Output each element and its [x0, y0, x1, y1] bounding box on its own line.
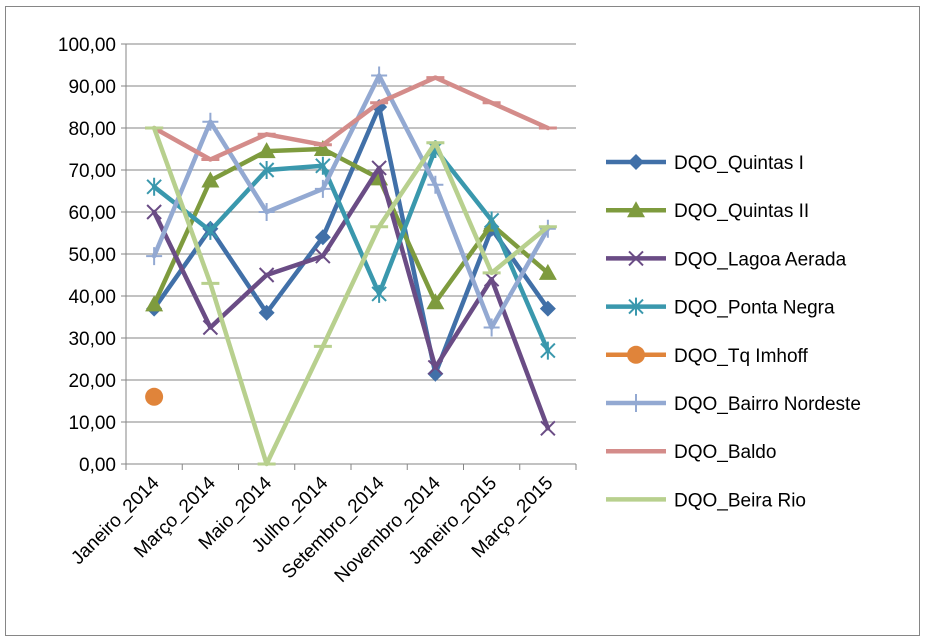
- x-tick-label: Setembro_2014: [278, 472, 389, 583]
- y-tick-label: 90,00: [68, 77, 116, 98]
- series-7: [145, 75, 557, 162]
- data-point: [315, 248, 331, 264]
- series-area: [145, 66, 557, 467]
- data-point: [540, 420, 556, 437]
- data-point: [627, 345, 645, 364]
- legend-label: DQO_Tq Imhoff: [674, 346, 808, 367]
- data-point: [202, 221, 219, 240]
- series-5: [145, 387, 164, 406]
- legend-entry: DQO_Beira Rio: [606, 490, 806, 511]
- series-line: [151, 104, 551, 376]
- series-line: [151, 125, 551, 467]
- legend-entry: DQO_Quintas I: [606, 153, 804, 174]
- data-point: [628, 250, 644, 267]
- legend-entry: DQO_Bairro Nordeste: [606, 394, 861, 415]
- data-point: [427, 365, 444, 382]
- series-4: [146, 140, 556, 360]
- data-point: [371, 160, 387, 176]
- data-point: [258, 161, 275, 179]
- data-point: [146, 247, 163, 266]
- series-8: [145, 125, 557, 467]
- data-point: [201, 171, 220, 188]
- data-point: [315, 156, 331, 175]
- data-point: [146, 204, 162, 220]
- legend-entry: DQO_Quintas II: [606, 201, 809, 222]
- y-tick-label: 40,00: [68, 287, 116, 308]
- data-point: [538, 263, 557, 280]
- data-point: [427, 175, 444, 194]
- legend-entry: DQO_Baldo: [606, 442, 776, 463]
- legend: DQO_Quintas I DQO_Quintas II DQO_Lagoa Aer…: [606, 153, 861, 511]
- data-point: [483, 318, 500, 337]
- legend-label: DQO_Quintas II: [674, 201, 809, 222]
- series-line: [151, 146, 551, 353]
- data-point: [628, 394, 644, 412]
- data-point: [145, 387, 164, 406]
- y-tick-label: 20,00: [68, 371, 116, 392]
- data-point: [202, 112, 219, 131]
- data-point: [145, 295, 164, 312]
- legend-label: DQO_Ponta Negra: [674, 298, 835, 319]
- legend-label: DQO_Quintas I: [674, 153, 804, 174]
- y-tick-label: 10,00: [68, 413, 116, 434]
- y-tick-label: 30,00: [68, 329, 116, 350]
- legend-label: DQO_Beira Rio: [674, 490, 806, 511]
- y-tick-label: 60,00: [68, 203, 116, 224]
- data-point: [313, 140, 332, 156]
- data-point: [257, 142, 276, 159]
- data-point: [371, 66, 388, 85]
- series-line: [151, 146, 551, 307]
- series-line: [151, 75, 551, 162]
- legend-label: DQO_Lagoa Aerada: [674, 249, 847, 270]
- data-point: [258, 267, 275, 283]
- data-point: [627, 201, 645, 218]
- y-tick-label: 70,00: [68, 161, 116, 182]
- legend-entry: DQO_Ponta Negra: [606, 297, 835, 319]
- series-1: [146, 99, 556, 382]
- data-point: [258, 304, 275, 321]
- data-point: [202, 319, 219, 336]
- data-point: [628, 297, 644, 316]
- data-point: [483, 211, 500, 230]
- y-tick-label: 80,00: [68, 119, 116, 140]
- y-tick-label: 0,00: [79, 455, 116, 476]
- data-point: [427, 359, 444, 376]
- series-3: [146, 160, 556, 437]
- data-point: [371, 284, 387, 303]
- data-point: [426, 293, 445, 310]
- data-point: [314, 229, 331, 246]
- legend-label: DQO_Bairro Nordeste: [674, 394, 861, 415]
- legend-entry: DQO_Lagoa Aerada: [606, 249, 847, 270]
- data-point: [483, 271, 500, 287]
- data-point: [539, 300, 556, 317]
- data-point: [258, 203, 275, 221]
- chart-frame: 0,00 10,00 20,00 30,00 40,00 50,00 60,00 70,00 8…: [5, 6, 920, 636]
- data-point: [314, 179, 331, 198]
- y-tick-label: 100,00: [58, 35, 116, 56]
- data-point: [628, 154, 644, 170]
- y-tick-label: 50,00: [68, 245, 116, 266]
- data-point: [146, 177, 162, 196]
- legend-label: DQO_Baldo: [674, 442, 776, 463]
- line-chart: 0,00 10,00 20,00 30,00 40,00 50,00 60,00 70,00 8…: [58, 35, 861, 587]
- legend-entry: DQO_Tq Imhoff: [606, 345, 808, 367]
- data-point: [540, 341, 556, 360]
- series-line: [151, 73, 551, 330]
- axes: 0,00 10,00 20,00 30,00 40,00 50,00 60,00 70,00 8…: [58, 35, 577, 587]
